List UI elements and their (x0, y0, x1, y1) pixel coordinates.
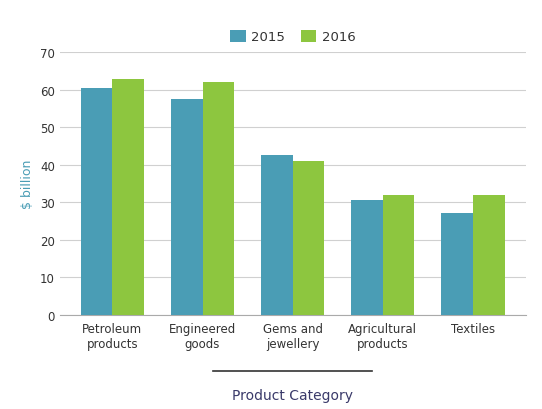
Legend: 2015, 2016: 2015, 2016 (224, 26, 361, 49)
Bar (473, 195, 505, 315)
Bar (441, 214, 473, 315)
Text: Product Category: Product Category (232, 388, 353, 402)
Bar (203, 83, 234, 315)
Bar (261, 156, 293, 315)
Bar (81, 89, 112, 315)
Bar (293, 162, 324, 315)
Bar (112, 79, 144, 315)
Y-axis label: $ billion: $ billion (21, 160, 34, 209)
Bar (383, 195, 415, 315)
Bar (351, 201, 383, 315)
Bar (171, 100, 203, 315)
